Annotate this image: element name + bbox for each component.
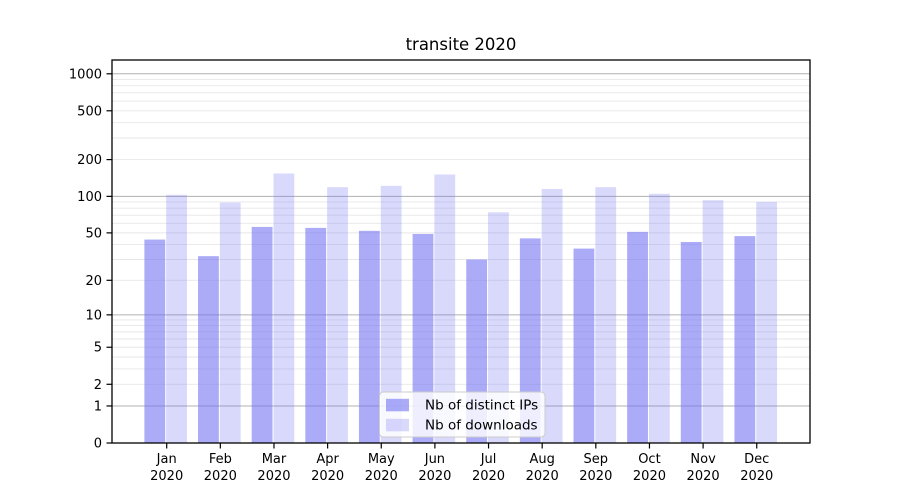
bar-downloads-sep-2020 xyxy=(595,187,617,443)
bar-distinct-ips-nov-2020 xyxy=(680,242,702,443)
bar-distinct-ips-jun-2020 xyxy=(412,233,434,443)
y-tick-label-100: 100 xyxy=(77,190,102,205)
y-tick-label-500: 500 xyxy=(77,104,102,119)
y-tick-label-0: 0 xyxy=(94,437,102,452)
legend-label-distinct-ips: Nb of distinct IPs xyxy=(425,398,538,414)
ips-swatch xyxy=(386,398,409,412)
y-tick-label-50: 50 xyxy=(85,226,102,241)
bar-downloads-apr-2020 xyxy=(327,187,348,443)
x-tick-label-oct-2020: Oct 2020 xyxy=(633,452,666,484)
y-tick-label-1: 1 xyxy=(94,399,102,414)
bar-downloads-aug-2020 xyxy=(541,188,563,443)
x-tick-label-may-2020: May 2020 xyxy=(365,452,398,484)
x-tick-label-jul-2020: Jul 2020 xyxy=(472,452,505,484)
bar-downloads-mar-2020 xyxy=(273,173,295,444)
bar-distinct-ips-mar-2020 xyxy=(251,226,273,443)
bar-distinct-ips-dec-2020 xyxy=(734,236,756,443)
downloads-swatch xyxy=(386,418,409,432)
x-tick-label-nov-2020: Nov 2020 xyxy=(687,452,720,484)
x-tick-label-aug-2020: Aug 2020 xyxy=(526,452,559,484)
bar-distinct-ips-feb-2020 xyxy=(198,256,219,443)
bar-downloads-jun-2020 xyxy=(434,174,456,443)
x-tick-label-apr-2020: Apr 2020 xyxy=(311,452,344,484)
x-tick-label-sep-2020: Sep 2020 xyxy=(579,452,612,484)
bar-distinct-ips-apr-2020 xyxy=(305,227,327,443)
y-tick-label-5: 5 xyxy=(94,341,102,356)
bar-downloads-oct-2020 xyxy=(648,193,670,443)
bar-downloads-jul-2020 xyxy=(488,212,509,443)
bar-distinct-ips-sep-2020 xyxy=(573,248,595,443)
x-tick-label-jun-2020: Jun 2020 xyxy=(418,452,451,484)
legend xyxy=(379,391,546,438)
x-tick-label-jan-2020: Jan 2020 xyxy=(150,452,183,484)
y-tick-label-20: 20 xyxy=(85,274,102,289)
bar-downloads-feb-2020 xyxy=(219,202,241,443)
legend-label-downloads: Nb of downloads xyxy=(425,418,538,434)
bar-distinct-ips-jan-2020 xyxy=(144,239,166,443)
x-tick-label-mar-2020: Mar 2020 xyxy=(257,452,290,484)
y-tick-label-1000: 1000 xyxy=(69,67,102,82)
chart-title: transite 2020 xyxy=(406,35,517,54)
bar-downloads-dec-2020 xyxy=(756,201,778,443)
y-tick-label-10: 10 xyxy=(85,308,102,323)
bar-downloads-jan-2020 xyxy=(166,194,187,443)
x-tick-label-dec-2020: Dec 2020 xyxy=(740,452,773,484)
bar-distinct-ips-may-2020 xyxy=(358,230,380,443)
y-tick-label-2: 2 xyxy=(94,378,102,393)
bar-downloads-nov-2020 xyxy=(702,200,724,443)
y-tick-label-200: 200 xyxy=(77,153,102,168)
bar-distinct-ips-oct-2020 xyxy=(627,231,648,443)
axes-frame xyxy=(111,59,811,444)
bar-downloads-may-2020 xyxy=(380,185,402,444)
x-tick-label-feb-2020: Feb 2020 xyxy=(204,452,237,484)
